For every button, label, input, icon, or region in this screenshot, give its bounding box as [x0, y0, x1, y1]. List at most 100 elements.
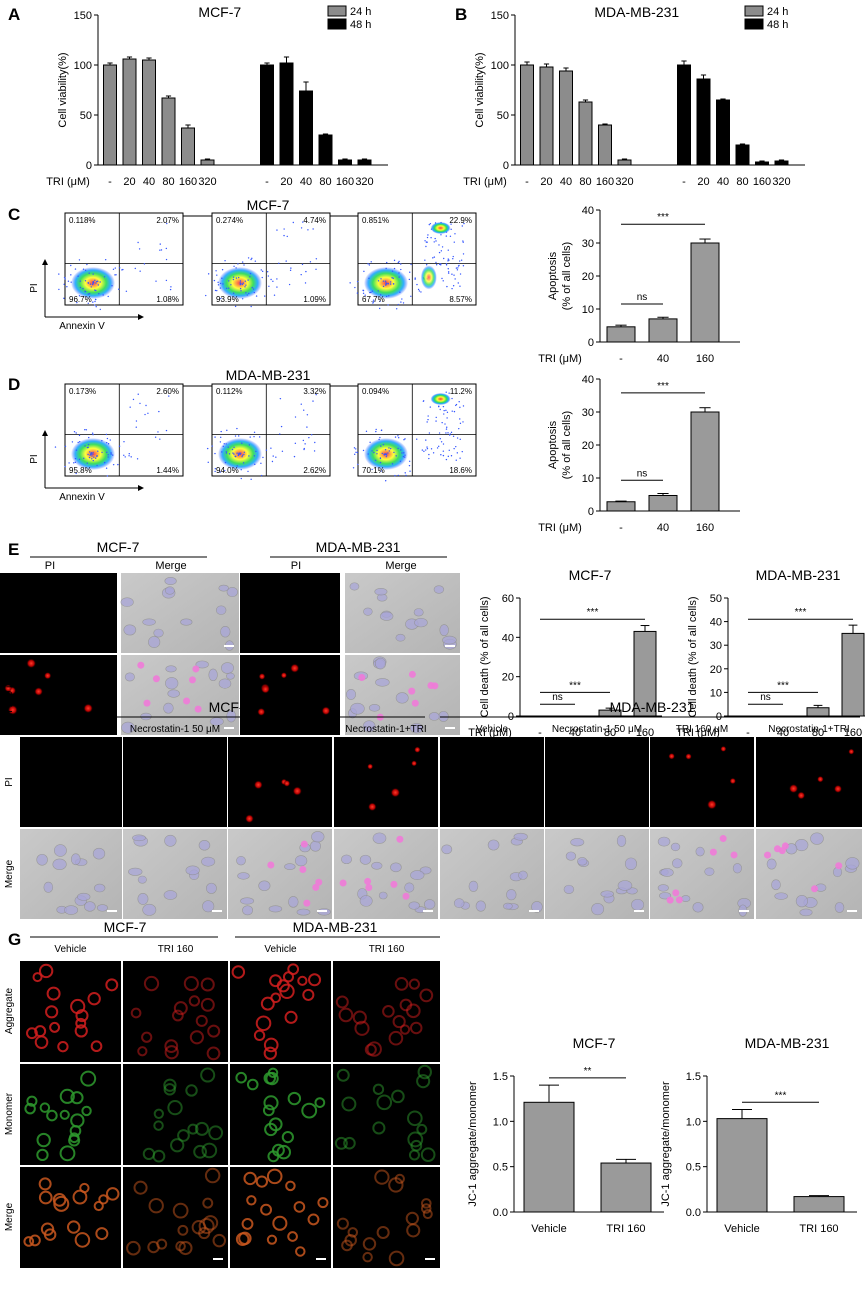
flow-dot — [439, 408, 441, 411]
dead-cell — [666, 896, 674, 904]
flow-dot — [357, 463, 359, 466]
mito-cell — [374, 1169, 390, 1185]
mito-cell — [34, 1035, 49, 1049]
flow-dot — [315, 268, 317, 270]
pi-stained-cell — [83, 703, 94, 714]
flow-dot — [445, 409, 447, 412]
row-label: Monomer — [4, 1092, 15, 1135]
flow-dot — [88, 272, 90, 274]
bar — [539, 66, 554, 166]
flow-dot — [303, 447, 305, 450]
flow-dot — [84, 429, 86, 431]
flow-dot — [248, 292, 250, 295]
flow-dot — [423, 450, 425, 453]
flow-dot — [462, 241, 464, 243]
cell — [165, 677, 179, 690]
mito-cell — [153, 1120, 164, 1131]
mito-cell — [260, 1203, 273, 1216]
flow-dot — [278, 262, 280, 265]
x-tick-label: 80 — [579, 176, 591, 188]
cell — [704, 867, 715, 876]
flow-dot — [447, 272, 450, 274]
cell — [198, 839, 211, 851]
cell — [766, 858, 777, 870]
flow-dot — [388, 295, 390, 297]
micrograph — [240, 573, 340, 653]
flow-dot — [77, 441, 79, 444]
flow-dot — [314, 441, 316, 444]
flow-dot — [92, 281, 95, 284]
cell — [563, 884, 575, 894]
cell — [374, 657, 386, 670]
x-axis-label: TRI (μM) — [463, 176, 507, 188]
flow-dot — [385, 283, 387, 285]
flow-dot — [404, 438, 406, 440]
flow-dot — [447, 432, 449, 434]
flow-dot — [227, 287, 230, 289]
jc1-chart: 0.0 0.5 1.0 1.5 JC-1 aggregate/monomer MDA-MB… — [660, 1035, 857, 1235]
flow-dot — [462, 421, 464, 423]
flow-dot — [243, 451, 246, 453]
apoptosis-chart-D: 0 10 20 30 40 Apoptosis (% of all cells) TRI (μ… — [538, 374, 740, 534]
flow-dot — [293, 455, 296, 458]
flow-dot — [450, 431, 453, 434]
mito-cell — [336, 1068, 350, 1082]
x-axis-label: TRI (μM) — [468, 727, 512, 739]
image-bg — [230, 961, 331, 1062]
flow-dot — [452, 285, 455, 287]
x-tick-label: - — [538, 727, 542, 739]
flow-dot — [63, 297, 65, 300]
dead-cell — [364, 877, 372, 885]
flow-dot — [239, 283, 241, 286]
mito-cell — [148, 1198, 164, 1214]
flow-dot — [462, 240, 464, 242]
flow-dot — [443, 257, 445, 260]
flow-dot — [221, 277, 223, 279]
quadrant-value: 0.173% — [69, 387, 96, 396]
mito-cell — [263, 1095, 279, 1111]
flow-dot — [230, 284, 232, 286]
flow-dot — [379, 294, 382, 296]
flow-dot — [371, 468, 373, 471]
flow-dot — [159, 438, 161, 440]
mito-cell — [173, 1001, 188, 1016]
mito-cell — [208, 1125, 224, 1141]
cell — [414, 617, 428, 628]
flow-dot — [241, 456, 243, 458]
flow-dot — [270, 278, 272, 281]
image-bg — [240, 655, 340, 735]
flow-dot — [272, 455, 274, 457]
flow-dot — [95, 298, 97, 301]
mito-cell — [243, 1171, 257, 1186]
flow-dot — [75, 472, 77, 475]
flow-dot — [463, 222, 465, 225]
cell — [123, 624, 137, 636]
y-tick-label: 30 — [582, 407, 594, 419]
cell — [681, 895, 691, 902]
flow-dot — [253, 435, 255, 438]
bar — [122, 58, 137, 166]
quadrant-value: 2.07% — [156, 216, 179, 225]
mito-cell — [198, 1218, 215, 1234]
mito-cell — [388, 1250, 405, 1267]
y-axis-label: (% of all cells) — [561, 411, 573, 479]
cell — [453, 898, 465, 909]
image-bg — [334, 737, 438, 827]
pi-stained-cell — [261, 684, 270, 694]
flow-dot — [369, 441, 371, 443]
row-label: TRI 160 μM — [4, 674, 15, 726]
flow-dot — [283, 228, 285, 230]
mito-cell — [137, 1046, 148, 1057]
micrograph — [20, 1167, 121, 1268]
flow-dot — [239, 287, 242, 290]
flow-dot — [237, 454, 240, 457]
cell — [132, 834, 146, 842]
flow-dot — [159, 243, 161, 245]
flow-dot — [440, 454, 442, 456]
cell — [834, 902, 845, 913]
flow-plot: TRI 160 μM0.851%22.9%67.7%8.57% — [349, 212, 477, 310]
flow-dot — [132, 398, 135, 401]
flow-dot — [237, 453, 240, 456]
y-tick-label: 0.0 — [493, 1207, 508, 1219]
flow-dot — [288, 283, 291, 286]
